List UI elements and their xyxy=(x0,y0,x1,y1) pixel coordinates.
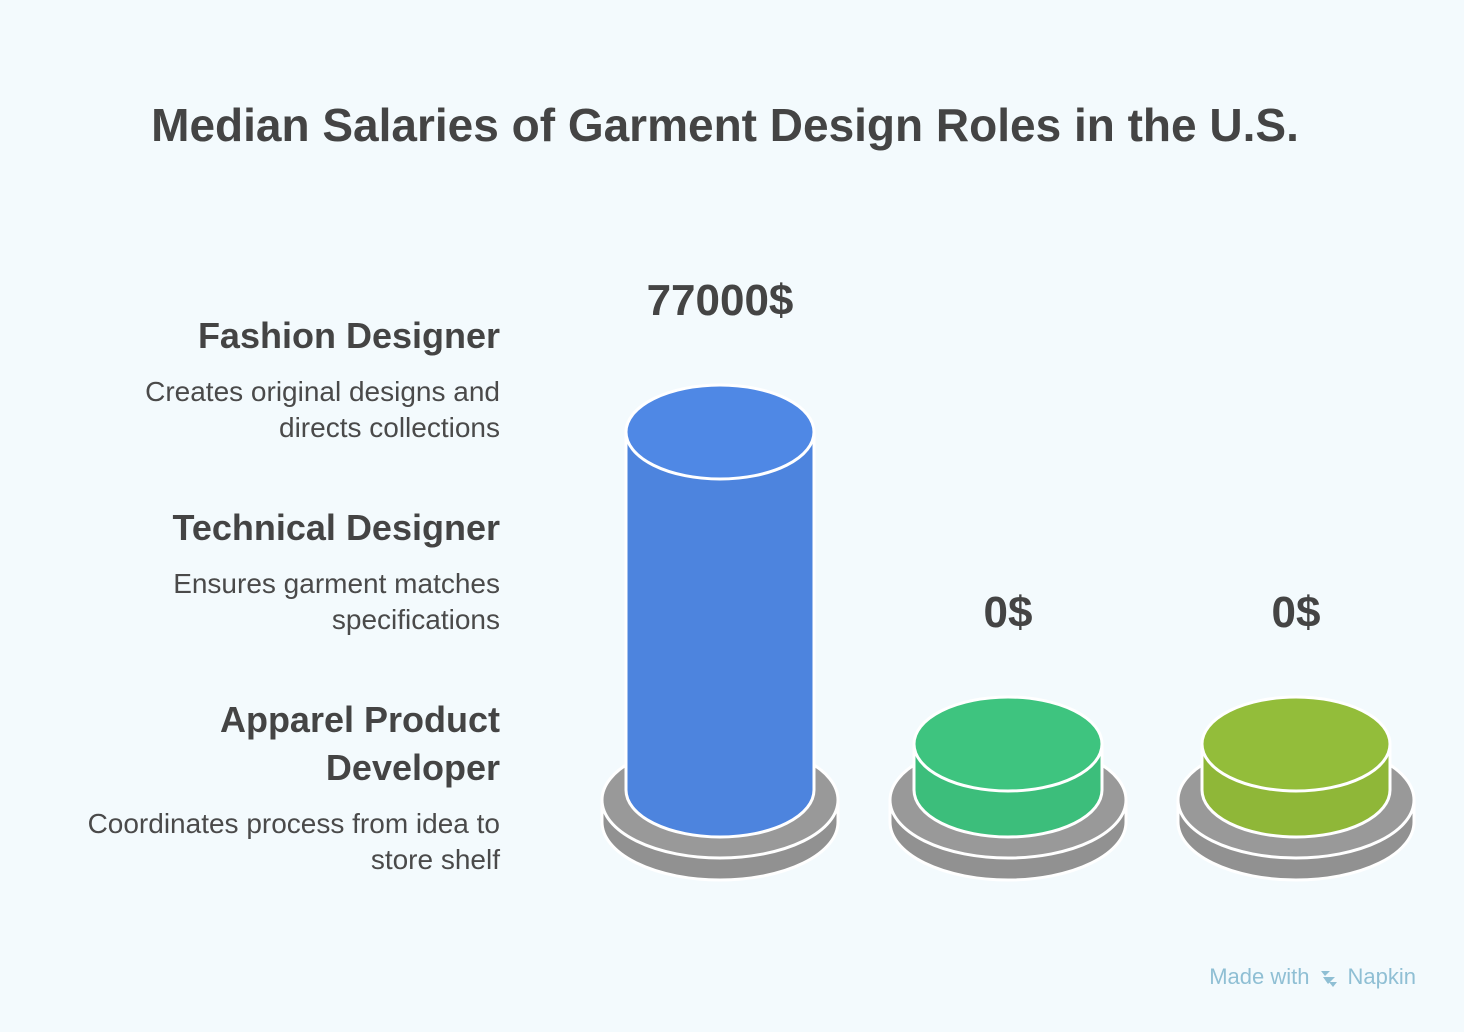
bar-2: 0$ xyxy=(888,588,1128,882)
bar-top xyxy=(912,695,1104,793)
role-description: Ensures garment matches specifications xyxy=(173,568,500,635)
value-label: 0$ xyxy=(1272,588,1321,637)
bar-1: 77000$ xyxy=(600,276,840,882)
role-fashion-designer: Fashion Designer Creates original design… xyxy=(40,312,500,446)
bar-top xyxy=(624,383,816,481)
bar-body xyxy=(624,430,816,839)
role-name: Fashion Designer xyxy=(197,315,500,356)
footer-attribution: Made with Napkin xyxy=(1209,964,1416,990)
role-apparel-product-developer: Apparel Product Developer Coordinates pr… xyxy=(40,696,500,878)
made-with-label: Made with xyxy=(1209,964,1310,989)
chart-title: Median Salaries of Garment Design Roles … xyxy=(151,99,1299,151)
bar-top xyxy=(1200,695,1392,793)
role-list: Fashion Designer Creates original design… xyxy=(40,0,500,1032)
role-name: Apparel Product Developer xyxy=(219,699,500,788)
napkin-logo-icon xyxy=(1320,971,1337,987)
role-name: Technical Designer xyxy=(172,507,500,548)
role-description: Coordinates process from idea to store s… xyxy=(87,808,500,875)
role-technical-designer: Technical Designer Ensures garment match… xyxy=(40,504,500,638)
role-description: Creates original designs and directs col… xyxy=(145,376,500,443)
brand-label: Napkin xyxy=(1347,964,1416,989)
value-label: 0$ xyxy=(984,588,1033,637)
value-label: 77000$ xyxy=(647,276,794,325)
bar-3: 0$ xyxy=(1176,588,1416,882)
